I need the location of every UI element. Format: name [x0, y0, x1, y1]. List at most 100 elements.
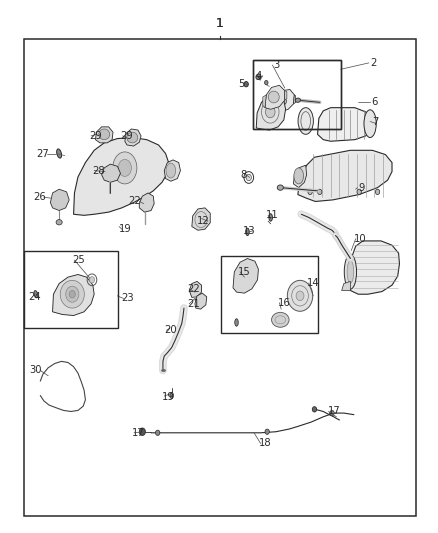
- Ellipse shape: [139, 428, 145, 435]
- Bar: [221, 256, 318, 333]
- Text: 30: 30: [30, 366, 42, 375]
- Ellipse shape: [246, 174, 251, 181]
- Ellipse shape: [265, 429, 269, 434]
- Ellipse shape: [268, 91, 279, 103]
- Text: 25: 25: [72, 255, 85, 265]
- Ellipse shape: [56, 220, 62, 225]
- Text: 14: 14: [307, 278, 319, 288]
- Ellipse shape: [279, 98, 286, 105]
- Polygon shape: [233, 259, 258, 293]
- Text: 4: 4: [255, 71, 261, 80]
- Text: 17: 17: [327, 407, 340, 416]
- Ellipse shape: [66, 286, 79, 302]
- Text: 26: 26: [33, 192, 46, 202]
- Polygon shape: [256, 95, 286, 130]
- Bar: [253, 60, 341, 129]
- Polygon shape: [125, 129, 141, 146]
- Polygon shape: [189, 281, 201, 297]
- Polygon shape: [350, 241, 399, 294]
- Polygon shape: [74, 138, 169, 215]
- Text: 24: 24: [28, 293, 40, 302]
- Polygon shape: [274, 90, 294, 112]
- Ellipse shape: [99, 129, 110, 140]
- Bar: [24, 39, 416, 516]
- Text: 13: 13: [243, 226, 255, 236]
- Text: 1: 1: [216, 18, 224, 30]
- Ellipse shape: [265, 80, 268, 85]
- Text: 15: 15: [238, 267, 251, 277]
- Ellipse shape: [265, 106, 275, 118]
- Polygon shape: [298, 150, 392, 201]
- Ellipse shape: [347, 261, 354, 283]
- Polygon shape: [195, 293, 207, 309]
- Text: 6: 6: [372, 98, 378, 107]
- Text: 18: 18: [259, 439, 271, 448]
- Text: 5: 5: [239, 79, 245, 89]
- Text: 17: 17: [132, 428, 145, 438]
- Ellipse shape: [282, 94, 286, 98]
- Text: 29: 29: [120, 131, 134, 141]
- Ellipse shape: [298, 108, 314, 134]
- Text: 29: 29: [89, 131, 102, 141]
- Text: 11: 11: [266, 211, 279, 220]
- Polygon shape: [285, 91, 287, 100]
- Text: 1: 1: [216, 18, 224, 30]
- Text: 9: 9: [359, 183, 365, 192]
- Ellipse shape: [166, 163, 176, 178]
- Ellipse shape: [312, 407, 317, 412]
- Ellipse shape: [375, 189, 380, 195]
- Ellipse shape: [269, 214, 272, 221]
- Text: 22: 22: [187, 284, 200, 294]
- Ellipse shape: [155, 430, 160, 435]
- Polygon shape: [293, 95, 296, 104]
- Ellipse shape: [69, 290, 75, 298]
- Ellipse shape: [294, 168, 304, 184]
- Text: 8: 8: [240, 170, 246, 180]
- Bar: [253, 60, 341, 129]
- Text: 20: 20: [165, 326, 177, 335]
- Ellipse shape: [364, 110, 376, 138]
- Ellipse shape: [287, 280, 313, 311]
- Text: 2: 2: [370, 58, 376, 68]
- Text: 16: 16: [277, 298, 290, 308]
- Polygon shape: [95, 127, 113, 143]
- Polygon shape: [164, 160, 180, 181]
- Ellipse shape: [60, 280, 84, 308]
- Ellipse shape: [256, 74, 261, 79]
- Ellipse shape: [244, 82, 248, 87]
- Ellipse shape: [246, 228, 249, 236]
- Text: 27: 27: [36, 149, 49, 158]
- Ellipse shape: [170, 392, 173, 399]
- Polygon shape: [102, 164, 120, 182]
- Ellipse shape: [296, 291, 304, 301]
- Ellipse shape: [357, 189, 361, 195]
- Text: 23: 23: [122, 294, 134, 303]
- Polygon shape: [342, 281, 350, 290]
- Polygon shape: [50, 189, 69, 211]
- Ellipse shape: [89, 277, 95, 283]
- Ellipse shape: [272, 312, 289, 327]
- Polygon shape: [318, 108, 370, 141]
- Ellipse shape: [308, 189, 312, 195]
- Text: 19: 19: [118, 224, 131, 234]
- Ellipse shape: [295, 98, 300, 102]
- Ellipse shape: [330, 410, 334, 416]
- Polygon shape: [53, 274, 94, 316]
- Ellipse shape: [277, 185, 283, 190]
- Polygon shape: [263, 95, 266, 108]
- Polygon shape: [293, 165, 307, 188]
- Text: 3: 3: [274, 60, 280, 70]
- Text: 12: 12: [197, 216, 210, 226]
- Polygon shape: [139, 193, 154, 212]
- Polygon shape: [192, 208, 210, 230]
- Text: 7: 7: [372, 117, 378, 126]
- Ellipse shape: [113, 152, 137, 184]
- Bar: [24, 251, 118, 328]
- Ellipse shape: [57, 149, 62, 158]
- Ellipse shape: [344, 255, 357, 289]
- Text: 22: 22: [128, 197, 141, 206]
- Text: 19: 19: [162, 392, 175, 402]
- Ellipse shape: [118, 159, 131, 176]
- Text: 28: 28: [92, 166, 105, 175]
- Polygon shape: [265, 85, 285, 109]
